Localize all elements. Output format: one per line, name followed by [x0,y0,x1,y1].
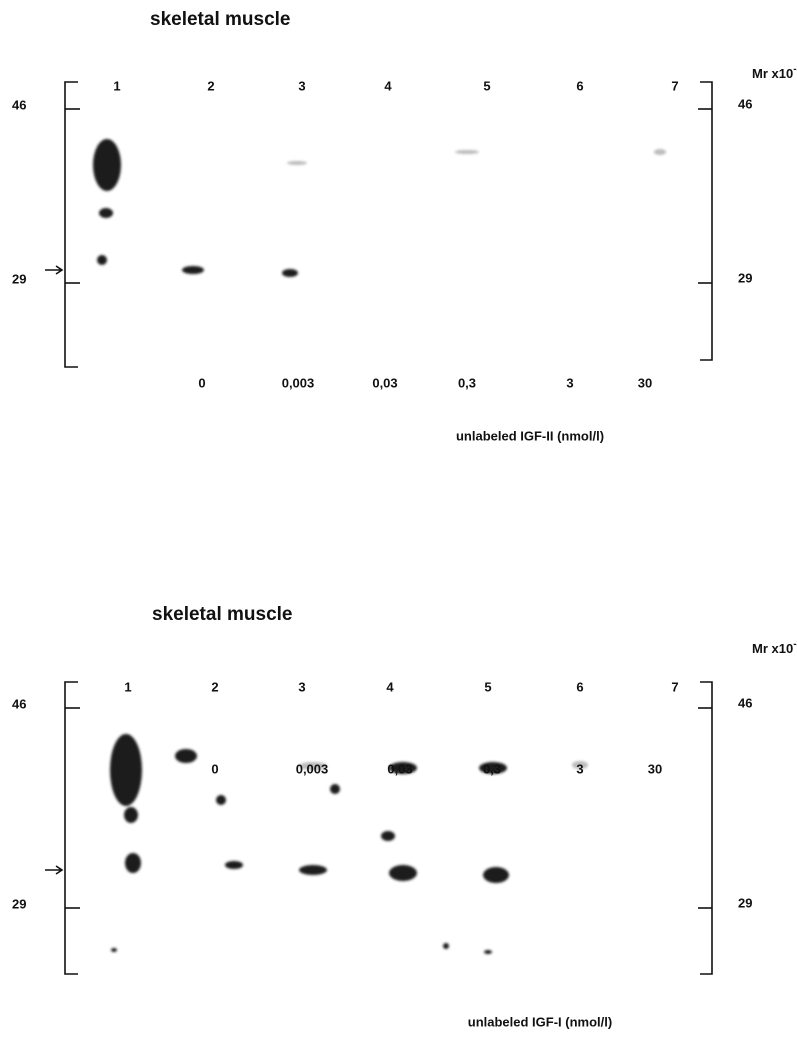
left-bracket [64,81,78,368]
lane-number: 7 [671,78,678,93]
x-label: unlabeled IGF-I (nmol/l) [468,1014,612,1029]
right-bracket [700,681,713,975]
concentration: 0,003 [282,375,315,390]
lane-number: 1 [124,679,131,694]
lane-number: 3 [298,78,305,93]
concentration: 0 [198,375,205,390]
lane-number: 5 [484,679,491,694]
concentration: 0 [211,761,218,776]
mr-label: Mr x10-3 [752,64,797,82]
mr-text: Mr x10 [752,641,793,656]
lane-number: 3 [298,679,305,694]
lane-number: 2 [211,679,218,694]
lane-number: 1 [113,78,120,93]
arrow [45,865,64,875]
marker-label: 29 [738,895,752,910]
concentration: 0,003 [296,761,329,776]
concentration: 0,03 [387,761,412,776]
right-bracket [700,81,713,361]
marker-label: 46 [12,97,26,112]
lane-number: 6 [576,679,583,694]
marker-label: 29 [738,270,752,285]
left-bracket [64,681,78,975]
concentration: 30 [638,375,652,390]
arrow [45,265,64,275]
concentration: 0,3 [483,761,501,776]
panel-title: skeletal muscle [152,604,292,625]
lane-number: 4 [384,78,392,93]
marker-label: 46 [738,96,752,111]
lane-number: 5 [483,78,490,93]
concentration: 0,3 [458,375,476,390]
marker-label: 46 [12,696,26,711]
concentration: 3 [576,761,583,776]
marker-label: 29 [12,896,26,911]
marker-label: 29 [12,271,26,286]
concentration: 30 [648,761,662,776]
panel-title: skeletal muscle [150,9,290,30]
mr-text: Mr x10 [752,66,793,81]
lane-number: 6 [576,78,583,93]
mr-label: Mr x10-3 [752,639,797,657]
mr-exponent: -3 [793,64,797,75]
lane-number: 7 [671,679,678,694]
x-label: unlabeled IGF-II (nmol/l) [456,428,604,443]
marker-label: 46 [738,695,752,710]
concentration: 3 [566,375,573,390]
mr-exponent: -3 [793,639,797,650]
concentration: 0,03 [372,375,397,390]
lane-number: 2 [207,78,214,93]
lane-number: 4 [386,679,394,694]
autoradiograph-spots [93,139,666,954]
